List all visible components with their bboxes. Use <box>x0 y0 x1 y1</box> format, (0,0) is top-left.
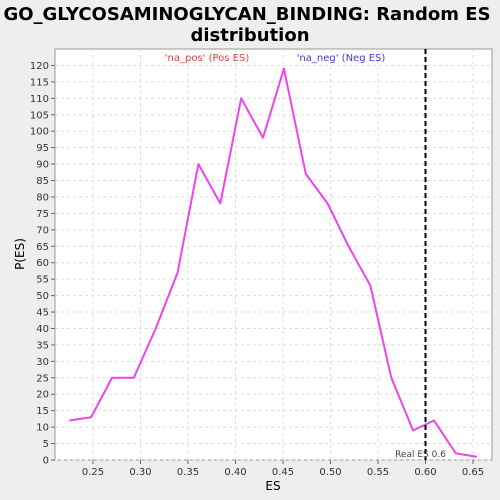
x-tick-label: 0.45 <box>272 467 294 478</box>
x-tick-label: 0.50 <box>319 467 341 478</box>
y-tick-label: 35 <box>36 340 49 351</box>
y-tick-label: 65 <box>36 242 49 253</box>
y-tick-label: 75 <box>36 209 49 220</box>
chart-title-line-2: distribution <box>190 25 309 46</box>
legend-entry-neg: 'na_neg' (Neg ES) <box>297 53 386 64</box>
y-tick-label: 70 <box>36 225 49 236</box>
y-tick-label: 95 <box>36 143 49 154</box>
y-tick-label: 90 <box>36 160 49 171</box>
y-tick-label: 55 <box>36 275 49 286</box>
x-axis-label: ES <box>265 479 280 493</box>
x-tick-label: 0.25 <box>82 467 104 478</box>
y-tick-label: 110 <box>30 94 49 105</box>
x-tick-label: 0.35 <box>177 467 199 478</box>
axis-ticks: 0 5 10 15 20 25 30 35 40 45 50 55 60 65 70 75 80 85 90 95 10… <box>30 61 484 478</box>
y-tick-label: 0 <box>43 456 49 467</box>
y-tick-label: 120 <box>30 61 49 72</box>
x-tick-label: 0.30 <box>129 467 151 478</box>
y-tick-label: 80 <box>36 192 49 203</box>
x-tick-label: 0.55 <box>367 467 389 478</box>
y-tick-label: 50 <box>36 291 49 302</box>
y-tick-label: 5 <box>43 439 49 450</box>
y-axis-label: P(ES) <box>13 238 27 270</box>
plot-area <box>54 48 493 461</box>
y-tick-label: 20 <box>36 390 49 401</box>
y-tick-label: 115 <box>30 77 49 88</box>
y-tick-label: 60 <box>36 258 49 269</box>
series-lines <box>69 67 477 458</box>
real-es-marker-group: Real ES 0.6 <box>395 49 446 460</box>
real-es-marker-label: Real ES 0.6 <box>395 450 446 460</box>
x-tick-label: 0.60 <box>414 467 436 478</box>
x-tick-label: 0.40 <box>224 467 246 478</box>
chart-title-line-1: GO_GLYCOSAMINOGLYCAN_BINDING: Random ES <box>3 4 490 25</box>
y-tick-label: 85 <box>36 176 49 187</box>
y-tick-label: 10 <box>36 423 49 434</box>
y-tick-label: 100 <box>30 127 49 138</box>
y-tick-label: 30 <box>36 357 49 368</box>
y-tick-label: 40 <box>36 324 49 335</box>
y-tick-label: 15 <box>36 406 49 417</box>
x-tick-label: 0.65 <box>462 467 484 478</box>
es-distribution-series-line <box>69 67 477 458</box>
y-tick-label: 25 <box>36 373 49 384</box>
legend-entry-pos: 'na_pos' (Pos ES) <box>165 53 250 64</box>
grid-lines <box>55 49 492 461</box>
y-tick-label: 45 <box>36 308 49 319</box>
y-tick-label: 105 <box>30 110 49 121</box>
